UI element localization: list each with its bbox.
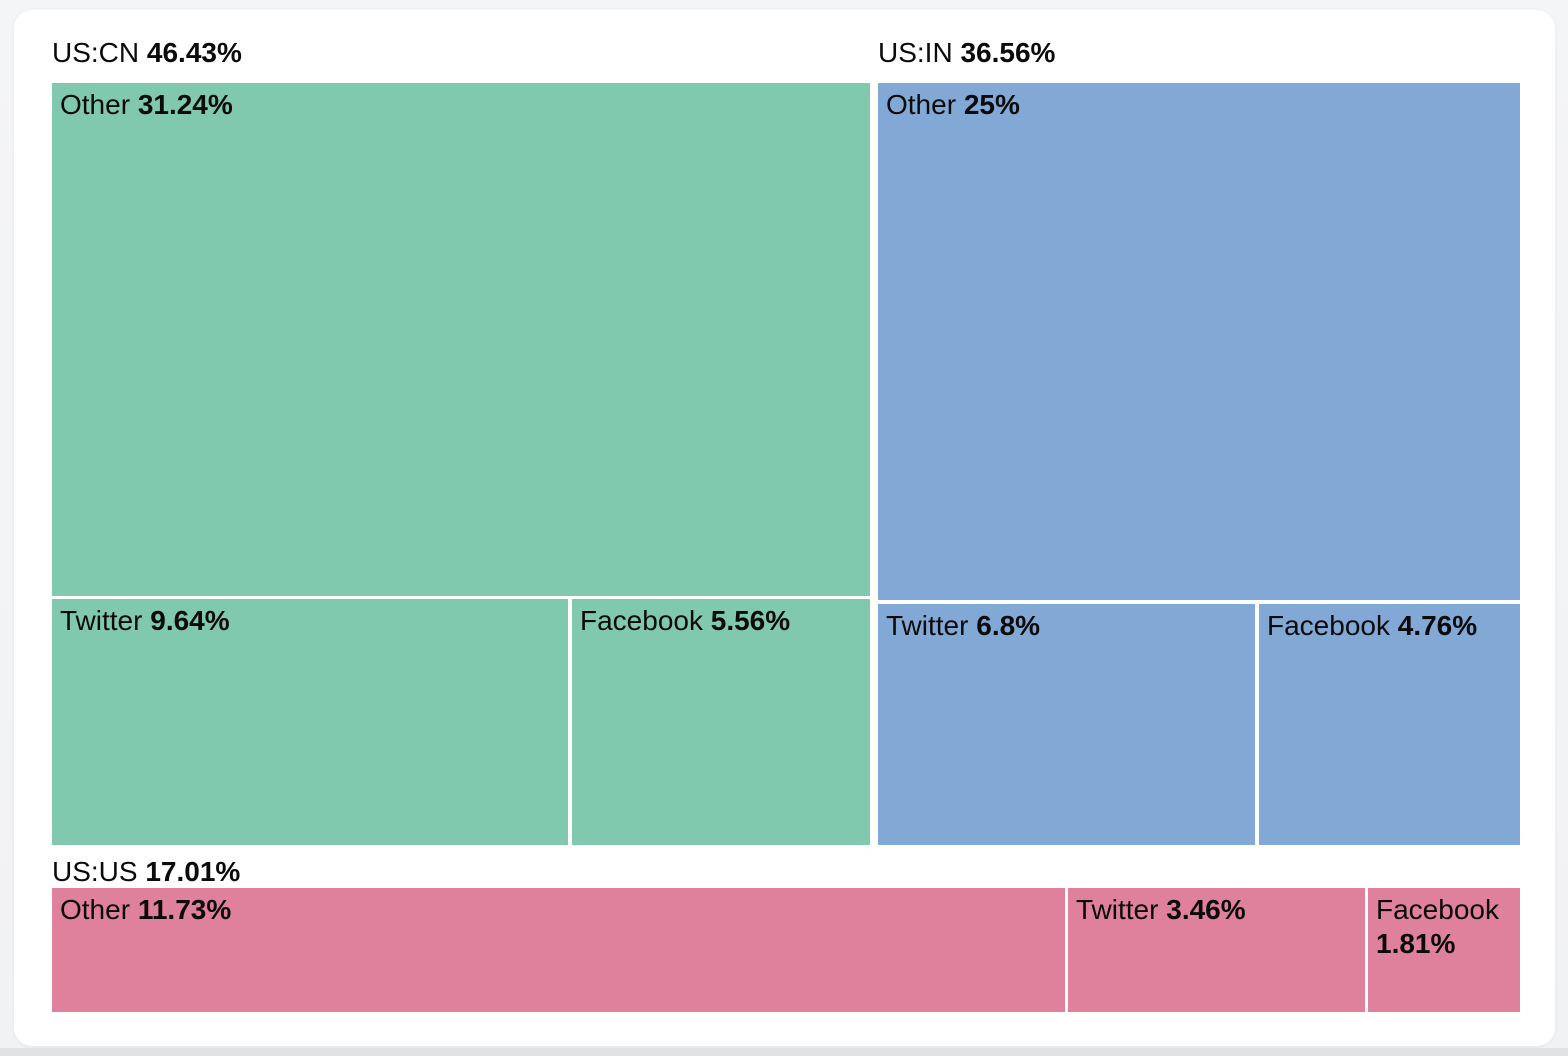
cell-label: Twitter	[60, 605, 143, 636]
cell-label: Other	[60, 894, 131, 925]
treemap-group-us-us: US:US 17.01% Other 11.73% Twitter 3.46% …	[52, 855, 1520, 1012]
group-header-us-cn: US:CN 46.43%	[52, 34, 870, 83]
treemap-card: US:CN 46.43% Other 31.24% Twitter 9.64%	[14, 10, 1555, 1046]
treemap-group-us-in: US:IN 36.56% Other 25% Twitter 6.8% Fac	[878, 34, 1520, 845]
group-value: 46.43%	[146, 37, 242, 68]
page-bottom-edge	[0, 1048, 1568, 1056]
cell-label: Other	[886, 89, 957, 120]
group-value: 17.01%	[145, 856, 241, 887]
cell-value: 1.81%	[1376, 928, 1456, 959]
cell-value: 4.76%	[1397, 610, 1478, 641]
treemap-subrow: Twitter 9.64% Facebook 5.56%	[52, 599, 870, 845]
cell-value: 3.46%	[1166, 894, 1246, 925]
group-value: 36.56%	[960, 37, 1056, 68]
treemap-cell-us-cn-other[interactable]: Other 31.24%	[52, 83, 870, 596]
cell-value: 6.8%	[976, 610, 1041, 641]
group-label: US:IN	[878, 37, 953, 68]
treemap-cell-us-cn-facebook[interactable]: Facebook 5.56%	[572, 599, 870, 845]
treemap-cell-us-cn-twitter[interactable]: Twitter 9.64%	[52, 599, 568, 845]
treemap-group-us-cn: US:CN 46.43% Other 31.24% Twitter 9.64%	[52, 34, 870, 845]
group-label: US:US	[52, 856, 138, 887]
cell-value: 31.24%	[137, 89, 233, 120]
cell-value: 25%	[963, 89, 1020, 120]
treemap-cell-us-us-other[interactable]: Other 11.73%	[52, 888, 1065, 1012]
cell-label: Other	[60, 89, 131, 120]
treemap-subrow: Twitter 6.8% Facebook 4.76%	[878, 604, 1520, 845]
cell-label: Facebook	[580, 605, 703, 636]
cell-value: 9.64%	[150, 605, 230, 636]
group-header-us-in: US:IN 36.56%	[878, 34, 1520, 83]
cell-value: 5.56%	[710, 605, 791, 636]
treemap-top-row: US:CN 46.43% Other 31.24% Twitter 9.64%	[52, 34, 1520, 845]
cell-label: Facebook	[1376, 894, 1499, 925]
cell-label: Twitter	[886, 610, 969, 641]
treemap-cell-us-us-twitter[interactable]: Twitter 3.46%	[1068, 888, 1365, 1012]
treemap-cell-us-in-other[interactable]: Other 25%	[878, 83, 1520, 600]
group-label: US:CN	[52, 37, 140, 68]
treemap-subrow: Other 11.73% Twitter 3.46% Facebook 1.81…	[52, 888, 1520, 1012]
cell-label: Facebook	[1267, 610, 1390, 641]
treemap-cell-us-in-facebook[interactable]: Facebook 4.76%	[1259, 604, 1520, 845]
treemap-cell-us-in-twitter[interactable]: Twitter 6.8%	[878, 604, 1255, 845]
treemap-chart: US:CN 46.43% Other 31.24% Twitter 9.64%	[52, 34, 1520, 1012]
cell-label: Twitter	[1076, 894, 1159, 925]
treemap-cell-us-us-facebook[interactable]: Facebook 1.81%	[1368, 888, 1520, 1012]
group-header-us-us: US:US 17.01%	[52, 855, 1520, 888]
cell-value: 11.73%	[137, 894, 232, 925]
